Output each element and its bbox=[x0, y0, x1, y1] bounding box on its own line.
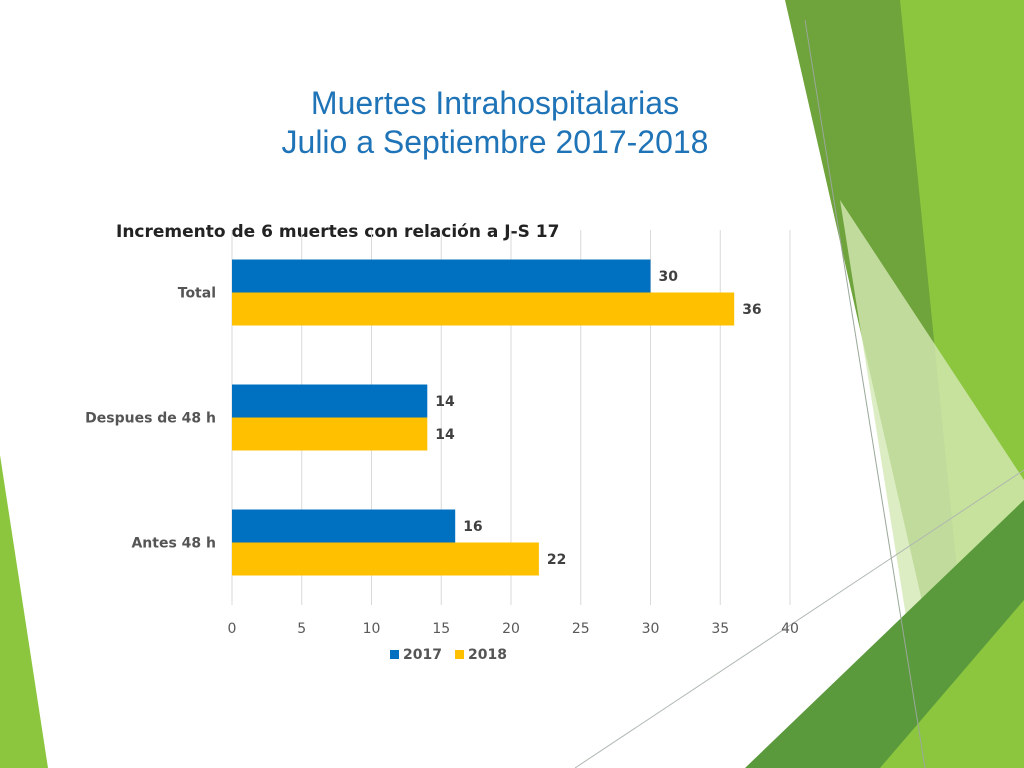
x-tick-label: 30 bbox=[642, 621, 660, 637]
data-label: 30 bbox=[659, 269, 679, 285]
bar-2017 bbox=[232, 384, 428, 418]
legend-label: 2017 bbox=[403, 647, 442, 663]
slide-title-line1: Muertes Intrahospitalarias bbox=[310, 85, 680, 121]
decorative-line bbox=[804, 19, 926, 768]
legend-label: 2018 bbox=[468, 647, 507, 663]
bar-2018 bbox=[232, 417, 428, 451]
legend-swatch-2017 bbox=[390, 650, 399, 659]
x-tick-label: 0 bbox=[228, 621, 237, 637]
bar-2017 bbox=[232, 509, 456, 543]
x-tick-label: 10 bbox=[363, 621, 381, 637]
bar-2018 bbox=[232, 292, 735, 326]
data-label: 36 bbox=[742, 302, 761, 318]
data-label: 16 bbox=[463, 519, 482, 535]
decorative-line bbox=[574, 469, 1024, 768]
x-tick-label: 25 bbox=[572, 621, 590, 637]
x-tick-label: 15 bbox=[432, 621, 450, 637]
bar-2018 bbox=[232, 542, 539, 576]
slide-title-line2: Julio a Septiembre 2017-2018 bbox=[281, 124, 709, 160]
bars bbox=[232, 259, 735, 576]
chart-title: Incremento de 6 muertes con relación a J… bbox=[116, 222, 559, 242]
left-green-sliver bbox=[0, 455, 48, 768]
category-label: Antes 48 h bbox=[131, 536, 216, 552]
category-label: Total bbox=[178, 286, 216, 302]
x-tick-label: 20 bbox=[502, 621, 520, 637]
legend: 2017 2018 bbox=[390, 647, 507, 663]
labels: 0 5 10 15 20 25 30 35 40 Total 30 36 Despues de 48 h… bbox=[85, 269, 799, 637]
bar-2017 bbox=[232, 259, 651, 293]
bottom-light-triangle bbox=[880, 600, 1024, 768]
slide-title: Muertes Intrahospitalarias Julio a Septi… bbox=[190, 84, 800, 162]
x-tick-label: 35 bbox=[711, 621, 729, 637]
category-label: Despues de 48 h bbox=[85, 411, 216, 427]
x-tick-label: 40 bbox=[781, 621, 799, 637]
legend-swatch-2018 bbox=[455, 650, 464, 659]
data-label: 14 bbox=[435, 427, 455, 443]
x-tick-label: 5 bbox=[297, 621, 306, 637]
data-label: 22 bbox=[547, 552, 566, 568]
data-label: 14 bbox=[435, 394, 455, 410]
